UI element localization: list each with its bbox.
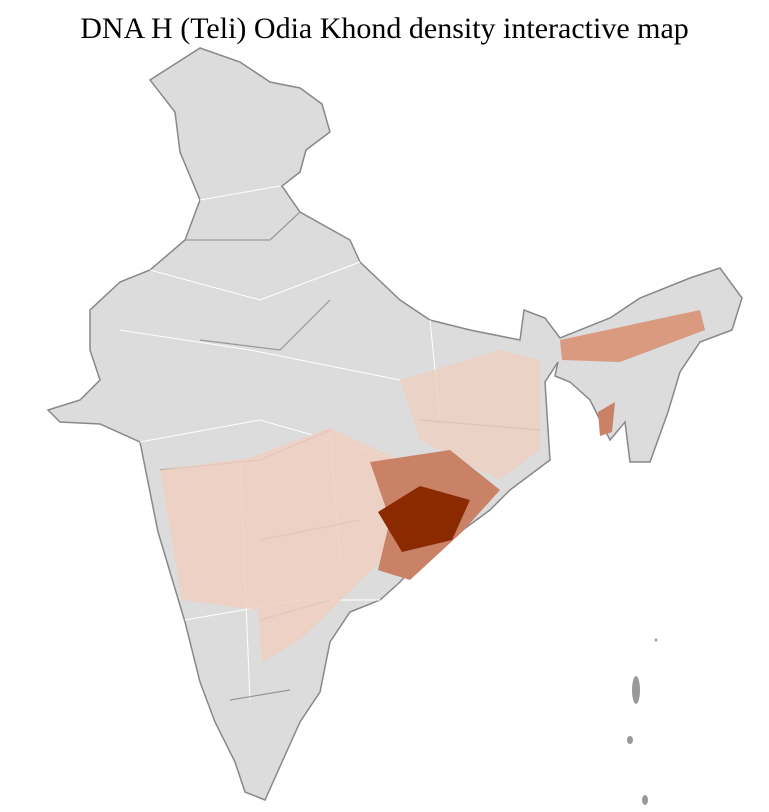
low-density-region	[160, 428, 400, 662]
islands	[627, 638, 658, 805]
country-outline	[46, 47, 743, 801]
low-density-region	[400, 350, 540, 480]
high-density-region	[378, 486, 470, 552]
northeast-region	[598, 402, 615, 436]
northeast-region	[560, 310, 705, 362]
map-title: DNA H (Teli) Odia Khond density interact…	[80, 12, 689, 45]
